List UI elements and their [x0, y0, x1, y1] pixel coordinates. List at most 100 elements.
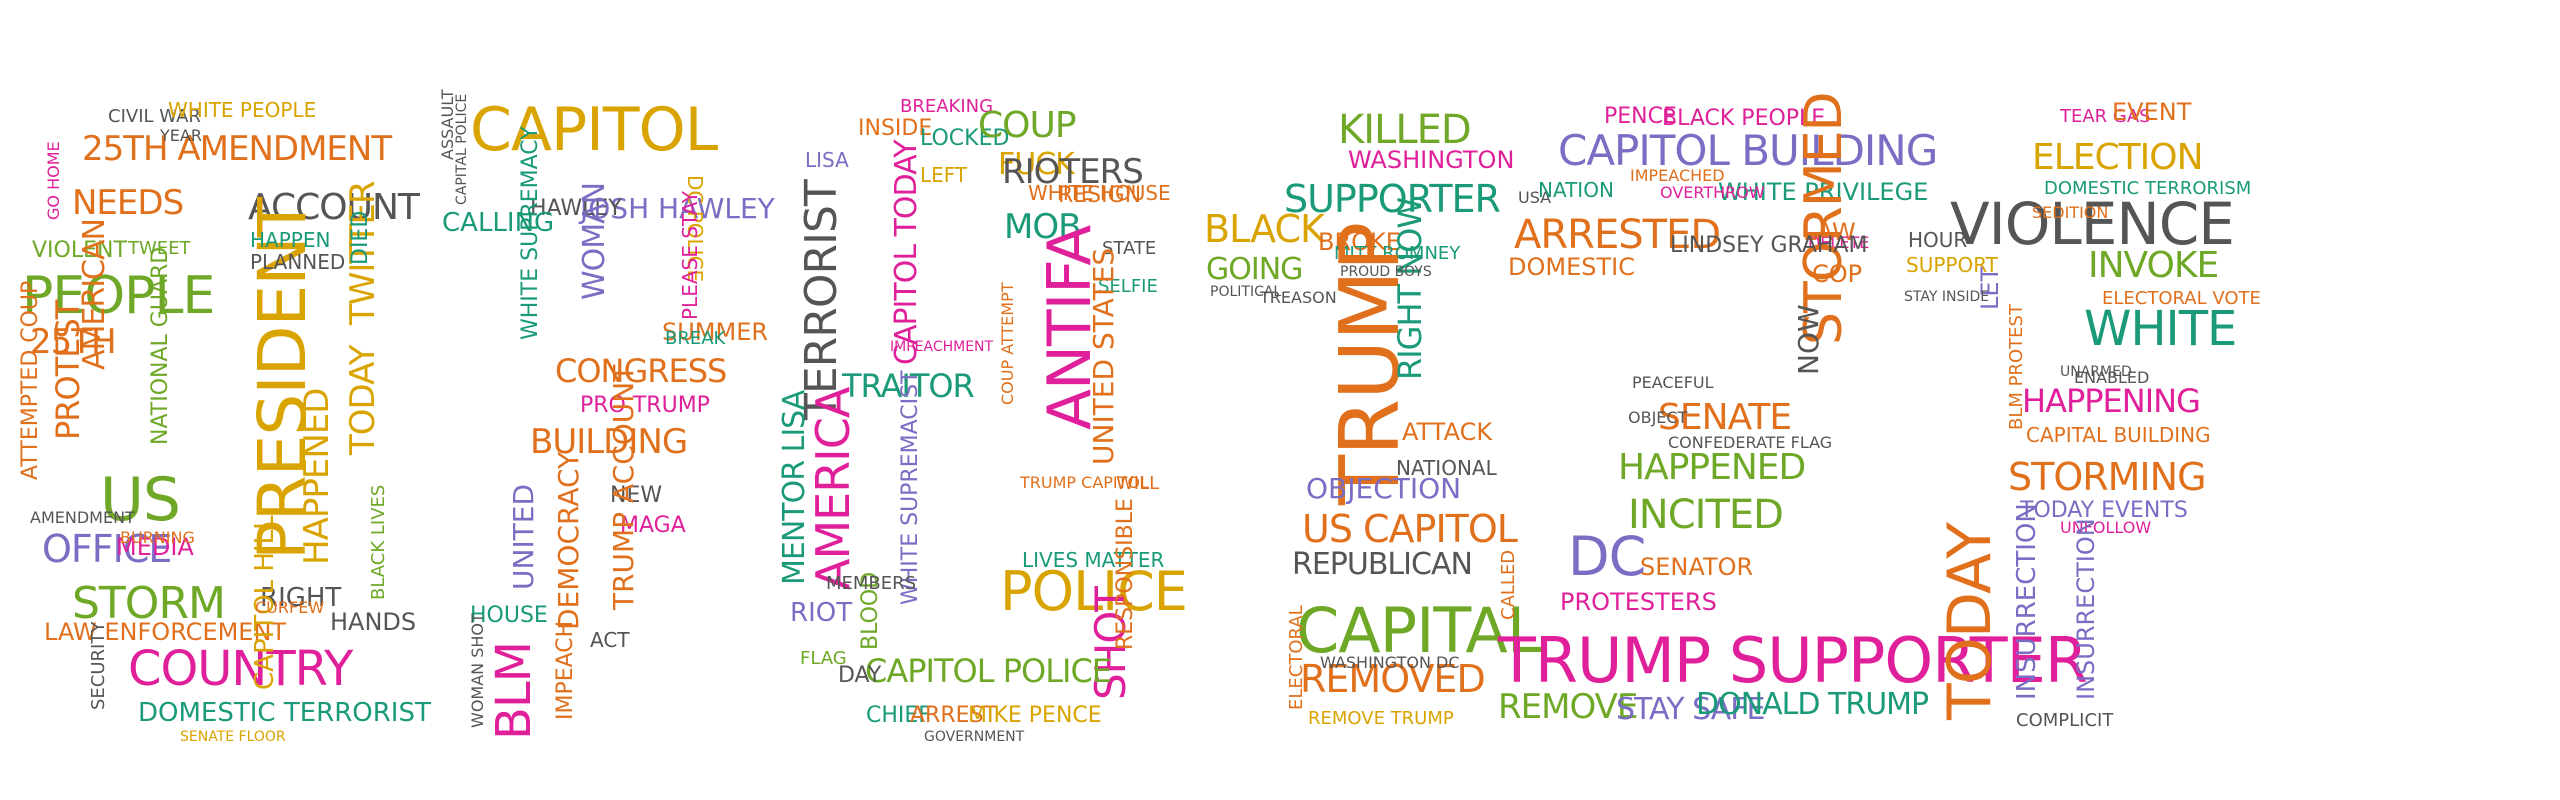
word: INSIDE: [858, 116, 933, 141]
word: COMPLICIT: [2016, 710, 2114, 731]
word: GO HOME: [44, 141, 63, 220]
word: HOUSE: [470, 603, 548, 628]
word: HANDS: [330, 608, 417, 636]
word: 25TH AMENDMENT: [82, 129, 392, 169]
word: ELECTION: [2032, 137, 2204, 178]
word: ELECTORAL: [1286, 605, 1307, 710]
word: TODAY: [343, 345, 383, 455]
word: TRAITOR: [842, 367, 975, 405]
word: KILLED: [1338, 107, 1472, 153]
word: MIKE PENCE: [968, 703, 1102, 728]
word: CONFEDERATE FLAG: [1668, 433, 1833, 452]
word: BREAKING: [900, 96, 994, 117]
word: HAWLEY: [530, 196, 622, 221]
word: TODAY: [1935, 522, 2005, 720]
word: RESIGN: [1058, 183, 1142, 208]
word: WHITE HOUSE: [1028, 181, 1171, 205]
word: NATIONAL: [1396, 456, 1497, 480]
word: ACCOUNT: [248, 187, 420, 228]
word: CIVIL WAR: [108, 106, 201, 127]
word: PEACEFUL: [1632, 373, 1714, 392]
word: OBJECTION: [1306, 472, 1462, 505]
word: MITT ROMNEY: [1334, 243, 1461, 264]
word: ARREST: [910, 703, 997, 728]
word: RIOTERS: [1002, 152, 1144, 192]
word: TEAR GAS: [2060, 106, 2151, 127]
word: BREAK: [665, 328, 726, 349]
word: IMPEACHED: [1630, 166, 1725, 185]
word: COUNTRY: [128, 641, 353, 697]
word: STAY INSIDE: [1904, 289, 1990, 305]
word: SEDITION: [2032, 203, 2109, 222]
word: PEOPLE: [22, 266, 215, 326]
word: HOUR: [1908, 228, 1968, 252]
word: SUMMER: [662, 318, 769, 346]
word: COUP: [978, 105, 1077, 146]
word: TRUMP ACCOUNT: [607, 364, 640, 610]
word: LOCKED: [920, 126, 1010, 151]
word: SUPPORT: [1906, 253, 1998, 277]
word: DELETE: [1808, 233, 1870, 252]
word: WHITE SUPREMACY: [518, 126, 543, 340]
word: WHITE PEOPLE: [168, 98, 317, 122]
word: JOSH HAWLEY: [580, 192, 775, 225]
word: EVENT: [2112, 98, 2192, 126]
word: WHITE SUPREMACIST: [898, 370, 923, 605]
word: REMOVED: [1300, 657, 1486, 701]
word: MAGA: [620, 513, 686, 538]
word: CALLED: [1498, 549, 1519, 620]
word: INCITED: [1628, 492, 1784, 538]
word: BLACK PEOPLE: [1662, 106, 1826, 131]
word: COUP ATTEMPT: [998, 282, 1017, 405]
word: DIED: [348, 210, 373, 265]
word: NEW: [610, 483, 663, 508]
word: OBJECT: [1628, 408, 1688, 427]
word: INVOKE: [2088, 245, 2219, 286]
word: LAW: [1803, 218, 1856, 246]
word: POLICE: [1000, 560, 1188, 623]
word: UNARMED: [2060, 364, 2132, 380]
word: FUCK: [998, 147, 1075, 182]
word: UNITED: [507, 483, 540, 590]
word: WOMAN: [577, 182, 612, 300]
word: BUILDING: [530, 422, 688, 462]
word: TODAY EVENTS: [2020, 498, 2188, 523]
word: CAPITAL BUILDING: [2026, 423, 2211, 447]
word: LIVES MATTER: [1022, 548, 1165, 572]
word: DC: [1568, 525, 1646, 588]
word: WILL: [1116, 473, 1160, 494]
word: ARRESTED: [1514, 212, 1721, 258]
word: SECURITY: [88, 621, 109, 710]
word: DEMOCRACY: [552, 451, 585, 630]
word: WHITE: [2084, 301, 2237, 357]
word: NATION: [1538, 178, 1614, 202]
word: CHIEF: [866, 703, 931, 728]
word: VIOLENCE: [1950, 190, 2235, 258]
word: RIGHT NOW: [1391, 197, 1429, 380]
word: ENABLED: [2074, 368, 2150, 387]
word: 25TH: [30, 322, 117, 362]
word: SENATOR: [1640, 553, 1754, 581]
word: RIGHT: [260, 583, 342, 613]
word: TERRORIST: [796, 180, 847, 420]
word: ACT: [590, 628, 630, 652]
word: STATE: [1102, 238, 1157, 259]
word: BLACK LIVES: [368, 484, 389, 600]
word: USA: [1518, 188, 1552, 207]
word: NEEDS: [72, 183, 184, 223]
word: MEMBERS: [826, 573, 917, 594]
word: OFFICE: [42, 527, 172, 571]
word: DOMESTIC TERRORISM: [2044, 178, 2252, 199]
word: REMOVE TRUMP: [1308, 708, 1454, 729]
word: HAPPENED: [297, 388, 337, 565]
word: ATTEMPTED COUP: [18, 280, 43, 480]
word: CALLING: [442, 208, 555, 238]
word: WOMAN SHOT: [468, 613, 487, 728]
word: AMERICA: [806, 387, 860, 590]
word: US: [100, 465, 181, 535]
word: OVERTHROW: [1660, 183, 1765, 202]
word: HAPPENING: [2022, 382, 2201, 420]
word: TREASON: [1260, 288, 1337, 307]
word: HAPPENED: [1618, 447, 1806, 488]
word: VIOLENT: [32, 238, 127, 263]
